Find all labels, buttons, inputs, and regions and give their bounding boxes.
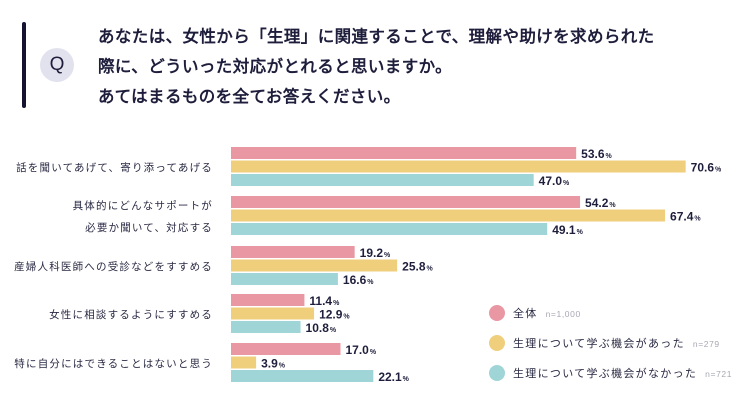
data-label: 70.6% xyxy=(691,161,722,175)
legend-marker xyxy=(489,335,505,351)
data-label: 17.0% xyxy=(345,343,376,357)
data-label: 10.8% xyxy=(306,321,337,335)
data-label: 19.2% xyxy=(360,246,391,260)
category-label: 必要か聞いて、対応する xyxy=(85,221,213,234)
legend-sample-size: n=279 xyxy=(693,339,720,349)
question-line-2: 際に、どういった対応がとれると思いますか。 xyxy=(98,57,453,76)
data-label: 11.4% xyxy=(309,294,340,308)
data-label: 12.9% xyxy=(319,308,350,322)
bar xyxy=(231,147,577,159)
bar xyxy=(231,321,301,333)
data-label: 54.2% xyxy=(585,196,616,210)
bar xyxy=(231,174,534,186)
bar xyxy=(231,307,315,320)
bar xyxy=(231,259,398,272)
category-label: 特に自分にはできることはないと思う xyxy=(14,357,213,370)
category-label: 女性に相談するようにすすめる xyxy=(49,308,213,321)
bar xyxy=(231,294,305,306)
bar xyxy=(231,223,548,235)
question-badge: Q xyxy=(40,48,74,82)
data-label: 25.8% xyxy=(402,260,433,274)
data-label: 16.6% xyxy=(343,273,374,287)
legend-sample-size: n=1,000 xyxy=(546,309,581,319)
legend-label: 生理について学ぶ機会がなかった xyxy=(513,366,697,380)
legend-label: 全体 xyxy=(513,306,538,320)
category-label: 話を聞いてあげて、寄り添ってあげる xyxy=(16,161,213,174)
bar xyxy=(231,196,581,208)
question-text: あなたは、女性から「生理」に関連することで、理解や助けを求められた 際に、どうい… xyxy=(98,22,748,112)
question-accent-bar xyxy=(22,22,26,108)
legend-sample-size: n=721 xyxy=(705,369,732,379)
question-line-3: あてはまるものを全てお答えください。 xyxy=(98,87,401,106)
data-label: 22.1% xyxy=(378,370,409,384)
bar xyxy=(231,343,341,355)
data-label: 67.4% xyxy=(670,210,701,224)
data-label: 47.0% xyxy=(539,174,570,188)
bar xyxy=(231,160,686,173)
legend-label: 生理について学ぶ機会があった xyxy=(513,336,685,350)
bar xyxy=(231,246,355,258)
category-label: 具体的にどんなサポートが xyxy=(73,199,213,212)
data-label: 3.9% xyxy=(261,357,286,371)
bar xyxy=(231,209,666,222)
legend-marker xyxy=(489,305,505,321)
bar xyxy=(231,370,374,382)
bar xyxy=(231,356,257,369)
data-label: 49.1% xyxy=(552,223,583,237)
data-label: 53.6% xyxy=(581,147,612,161)
bar xyxy=(231,273,338,285)
legend-marker xyxy=(489,365,505,381)
category-label: 産婦人科医師への受診などをすすめる xyxy=(14,260,213,273)
question-line-1: あなたは、女性から「生理」に関連することで、理解や助けを求められた xyxy=(98,27,655,46)
